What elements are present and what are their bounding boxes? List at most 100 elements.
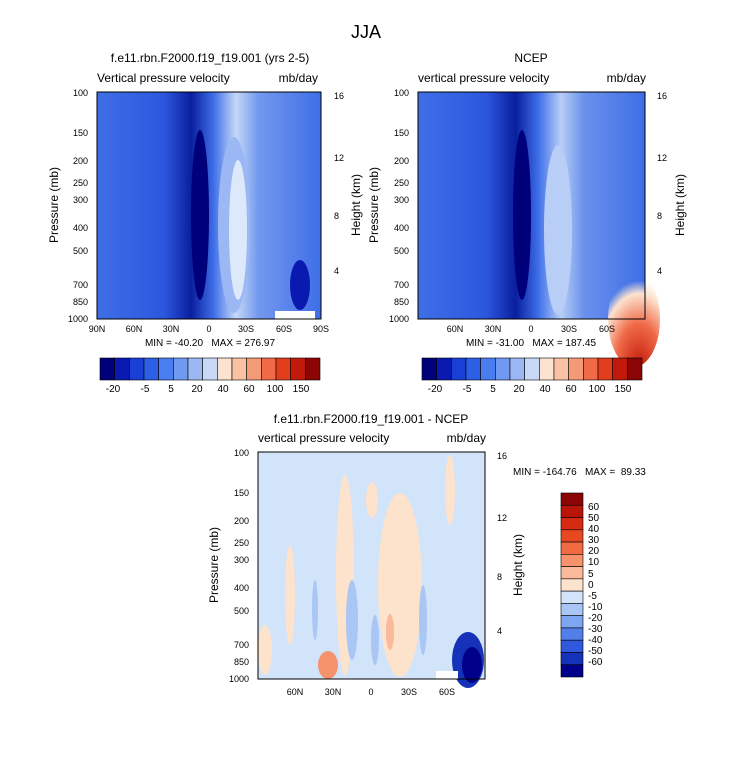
panel-3-ytick: 200	[234, 516, 249, 526]
panel-1-xtick: 60N	[126, 324, 143, 334]
colorbar-swatch	[187, 357, 203, 381]
panel-3-colorbar-label: 0	[588, 580, 594, 591]
panel-1-xticks: 90N 60N 30N 0 30S 60S 90S	[89, 324, 329, 334]
panel-2-colorbar-label: -5	[463, 384, 472, 395]
panel-3-y2ticks: 16 12 8 4	[497, 451, 507, 636]
panel-1-yticks: 100 150 200 250 300 400 500 700 850 1000	[68, 88, 88, 324]
colorbar-swatch	[173, 357, 189, 381]
panel-2-xtick: 30S	[561, 324, 577, 334]
panel-2-ytick: 400	[394, 223, 409, 233]
panel-3-colorbar-label: -50	[588, 646, 603, 657]
colorbar-swatch	[560, 578, 584, 592]
panel-2-colorbar-labels: -20 -5 5 20 40 60 100 150	[428, 384, 632, 395]
panel-1-colorbar-label: 20	[191, 384, 203, 395]
panel-1-ytick: 1000	[68, 314, 88, 324]
panel-2-colorbar-label: 150	[615, 384, 632, 395]
colorbar-swatch	[560, 566, 584, 580]
colorbar-swatch	[627, 357, 643, 381]
panel-1-colorbar	[99, 357, 321, 381]
colorbar-swatch	[597, 357, 613, 381]
colorbar-swatch	[560, 603, 584, 616]
colorbar-swatch	[509, 357, 525, 381]
panel-1-ytick: 150	[73, 128, 88, 138]
panel-1-colorbar-label: 150	[293, 384, 310, 395]
panel-3-y2tick: 12	[497, 513, 507, 523]
panel-1-ytick: 850	[73, 297, 88, 307]
panel-2-ytick: 200	[394, 156, 409, 166]
panel-1-y2label: Height (km)	[349, 174, 363, 236]
panel-3-field	[258, 452, 485, 688]
panel-3-xticks: 60N 30N 0 30S 60S	[287, 687, 455, 697]
panel-2-field	[418, 92, 660, 367]
colorbar-swatch	[560, 492, 584, 506]
panel-1-colorbar-label: 5	[168, 384, 174, 395]
panel-1-xtick: 90N	[89, 324, 106, 334]
panel-1-ytick: 400	[73, 223, 88, 233]
panel-3-ytick: 250	[234, 538, 249, 548]
colorbar-swatch	[436, 357, 452, 381]
panel-1-ylabel: Pressure (mb)	[47, 167, 61, 243]
panel-1-colorbar-label: -20	[106, 384, 121, 395]
colorbar-swatch	[114, 357, 130, 381]
colorbar-swatch	[568, 357, 584, 381]
panel-1-colorbar-label: 60	[243, 384, 255, 395]
colorbar-swatch	[305, 357, 321, 381]
colorbar-swatch	[451, 357, 467, 381]
colorbar-swatch	[560, 664, 584, 678]
panel-1-colorbar-label: -5	[141, 384, 150, 395]
panel-3-ytick: 1000	[229, 674, 249, 684]
panel-3-colorbar-label: -20	[588, 613, 603, 624]
panel-3-colorbar-label: 50	[588, 513, 600, 524]
colorbar-swatch	[202, 357, 218, 381]
panel-2-xtick: 60S	[599, 324, 615, 334]
panel-1-ytick: 200	[73, 156, 88, 166]
colorbar-swatch	[143, 357, 159, 381]
panel-2-ytick: 850	[394, 297, 409, 307]
panel-2-y2label: Height (km)	[673, 174, 687, 236]
panel-3-frame	[257, 451, 486, 680]
panel-3-ytick: 500	[234, 606, 249, 616]
panel-2-ytick: 1000	[389, 314, 409, 324]
panel-3-colorbar-labels: 60 50 40 30 20 10 5 0 -5 -10 -20 -30 -40…	[588, 502, 603, 668]
panel-3-y2tick: 8	[497, 572, 502, 582]
panel-3-colorbar-label: 5	[588, 569, 594, 580]
panel-3-subtitle-left: vertical pressure velocity	[258, 431, 389, 445]
panel-3-colorbar-label: -40	[588, 635, 603, 646]
panel-2: NCEP vertical pressure velocity mb/day P…	[367, 51, 687, 395]
panel-3-colorbar-label: -5	[588, 591, 597, 602]
panel-3-ytick: 850	[234, 657, 249, 667]
panel-2-ylabel: Pressure (mb)	[367, 167, 381, 243]
panel-2-y2tick: 16	[657, 91, 667, 101]
panel-1-y2tick: 8	[334, 211, 339, 221]
colorbar-swatch	[560, 627, 584, 641]
panel-2-ytick: 100	[394, 88, 409, 98]
panel-3-ytick: 100	[234, 448, 249, 458]
panel-3-ytick: 700	[234, 640, 249, 650]
panel-1-subtitle-right: mb/day	[279, 71, 318, 85]
colorbar-swatch	[560, 652, 584, 666]
panel-1-title: f.e11.rbn.F2000.f19_f19.001 (yrs 2-5)	[111, 51, 310, 65]
colorbar-swatch	[560, 615, 584, 629]
panel-2-colorbar-label: 40	[539, 384, 551, 395]
panel-3-xtick: 30S	[401, 687, 417, 697]
panel-3-colorbar-label: -30	[588, 624, 603, 635]
colorbar-swatch	[261, 357, 277, 381]
panel-1-xtick: 30N	[163, 324, 180, 334]
panel-2-xticks: 60N 30N 0 30S 60S	[447, 324, 615, 334]
panel-3: f.e11.rbn.F2000.f19_f19.001 - NCEP verti…	[207, 412, 646, 697]
panel-1-ytick: 500	[73, 246, 88, 256]
panel-2-y2tick: 12	[657, 153, 667, 163]
panel-3-colorbar-label: 30	[588, 535, 600, 546]
panel-1-ytick: 700	[73, 280, 88, 290]
panel-3-colorbar-label: -60	[588, 657, 603, 668]
panel-1-y2tick: 12	[334, 153, 344, 163]
panel-1-xtick: 0	[206, 324, 211, 334]
colorbar-swatch	[129, 357, 145, 381]
panel-1-y2tick: 16	[334, 91, 344, 101]
colorbar-swatch	[246, 357, 262, 381]
panel-2-ytick: 700	[394, 280, 409, 290]
panel-2-subtitle-left: vertical pressure velocity	[418, 71, 549, 85]
panel-3-xtick: 60N	[287, 687, 304, 697]
panel-3-yticks: 100 150 200 250 300 400 500 700 850 1000	[229, 448, 249, 684]
